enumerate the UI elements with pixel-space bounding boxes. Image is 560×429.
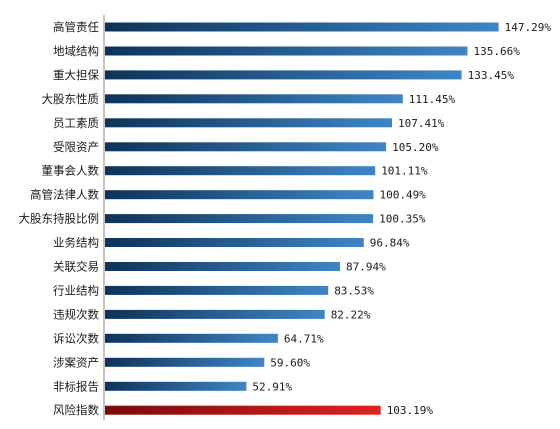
value-label: 103.19% (387, 404, 434, 417)
value-label: 52.91% (252, 380, 292, 393)
bar-6 (105, 142, 387, 152)
bar-4 (105, 94, 403, 104)
category-label: 高管法律人数 (30, 188, 99, 202)
value-label: 100.35% (379, 213, 426, 226)
category-label: 业务结构 (53, 236, 99, 250)
value-label: 87.94% (346, 261, 386, 274)
bar-9 (105, 214, 374, 224)
category-label: 大股东持股比例 (19, 212, 100, 226)
bar-2 (105, 46, 468, 56)
bar-7 (105, 166, 376, 176)
bar-5 (105, 118, 392, 128)
category-label: 高管责任 (53, 20, 99, 34)
category-labels: 高管责任地域结构重大担保大股东性质员工素质受限资产董事会人数高管法律人数大股东持… (19, 20, 100, 417)
category-label: 重大担保 (53, 68, 99, 82)
bar-12 (105, 285, 329, 295)
bars-group (105, 22, 499, 415)
value-label: 82.22% (331, 308, 371, 321)
value-label: 111.45% (409, 93, 456, 106)
category-label: 风险指数 (53, 403, 99, 417)
bar-1 (105, 22, 499, 32)
category-label: 地域结构 (53, 44, 99, 58)
value-label: 96.84% (370, 237, 410, 250)
value-label: 105.20% (392, 141, 439, 154)
category-label: 涉案资产 (53, 355, 99, 369)
bar-15 (105, 357, 265, 367)
bar-16 (105, 381, 247, 391)
value-label: 59.60% (270, 356, 310, 369)
bar-10 (105, 238, 364, 247)
category-label: 关联交易 (53, 260, 99, 274)
value-label: 100.49% (380, 189, 427, 202)
value-label: 147.29% (505, 21, 552, 34)
bar-3 (105, 70, 462, 80)
value-label: 83.53% (334, 284, 374, 297)
bar-17 (105, 405, 381, 415)
category-label: 违规次数 (53, 307, 99, 321)
category-label: 行业结构 (53, 283, 99, 297)
bar-8 (105, 190, 374, 200)
bar-11 (105, 262, 340, 271)
category-label: 员工素质 (53, 116, 99, 130)
value-label: 107.41% (398, 117, 445, 130)
value-label: 135.66% (474, 45, 521, 58)
value-label: 64.71% (284, 332, 324, 345)
category-label: 诉讼次数 (53, 331, 99, 345)
bar-14 (105, 333, 278, 343)
category-label: 非标报告 (53, 379, 99, 393)
category-label: 受限资产 (53, 140, 99, 154)
value-label: 101.11% (381, 165, 428, 178)
value-label: 133.45% (468, 69, 515, 82)
bar-13 (105, 309, 325, 319)
category-label: 董事会人数 (42, 164, 100, 178)
value-labels: 147.29% 135.66% 133.45% 111.45% 107.41% 105.2… (252, 21, 551, 417)
category-label: 大股东性质 (42, 92, 100, 106)
